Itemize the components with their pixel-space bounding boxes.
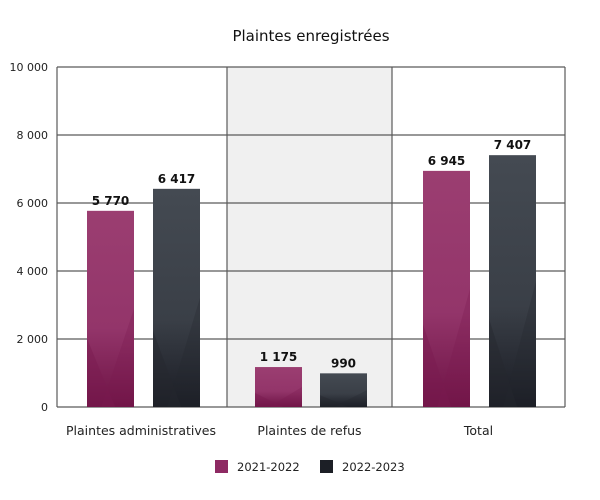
x-tick-label: Plaintes de refus bbox=[257, 423, 361, 438]
y-tick-label: 4 000 bbox=[17, 265, 49, 278]
y-tick-label: 10 000 bbox=[10, 61, 49, 74]
bar-facet bbox=[167, 297, 200, 407]
y-tick-label: 0 bbox=[41, 401, 48, 414]
bar-facet bbox=[423, 324, 452, 407]
data-label: 7 407 bbox=[494, 138, 532, 152]
legend-swatch bbox=[215, 460, 228, 473]
legend-swatch bbox=[320, 460, 333, 473]
bar-2022-2023 bbox=[153, 188, 200, 407]
data-label: 6 417 bbox=[158, 172, 196, 186]
bar-facet bbox=[503, 281, 536, 407]
bar-2022-2023 bbox=[489, 155, 536, 407]
y-tick-label: 8 000 bbox=[17, 129, 49, 142]
x-tick-label: Total bbox=[463, 423, 493, 438]
bar-2021-2022 bbox=[423, 170, 470, 407]
data-label: 5 770 bbox=[92, 194, 130, 208]
legend-label: 2022-2023 bbox=[342, 460, 405, 474]
y-tick-label: 2 000 bbox=[17, 333, 49, 346]
bar-facet bbox=[334, 390, 367, 407]
bar-2021-2022 bbox=[87, 210, 134, 407]
bar-facet bbox=[437, 288, 470, 407]
bar-facet bbox=[101, 308, 134, 407]
category-shade bbox=[227, 67, 392, 407]
chart-title: Plaintes enregistrées bbox=[232, 27, 389, 45]
x-tick-label: Plaintes administratives bbox=[66, 423, 216, 438]
legend: 2021-2022 2022-2023 bbox=[215, 460, 405, 474]
data-label: 6 945 bbox=[428, 154, 466, 168]
data-label: 1 175 bbox=[260, 350, 298, 364]
plot-area: 0 2 000 4 000 6 000 8 000 10 000 5 770 6 417 Pla… bbox=[10, 61, 566, 438]
bar-facet bbox=[255, 393, 284, 407]
y-tick-label: 6 000 bbox=[17, 197, 49, 210]
data-label: 990 bbox=[331, 356, 356, 370]
bar-facet bbox=[269, 387, 302, 407]
bar-2021-2022 bbox=[255, 367, 302, 407]
bar-facet bbox=[87, 338, 116, 407]
bar-facet bbox=[153, 330, 182, 407]
bar-facet bbox=[320, 395, 349, 407]
bar-facet bbox=[489, 318, 518, 407]
bar-2022-2023 bbox=[320, 373, 367, 407]
legend-label: 2021-2022 bbox=[237, 460, 300, 474]
